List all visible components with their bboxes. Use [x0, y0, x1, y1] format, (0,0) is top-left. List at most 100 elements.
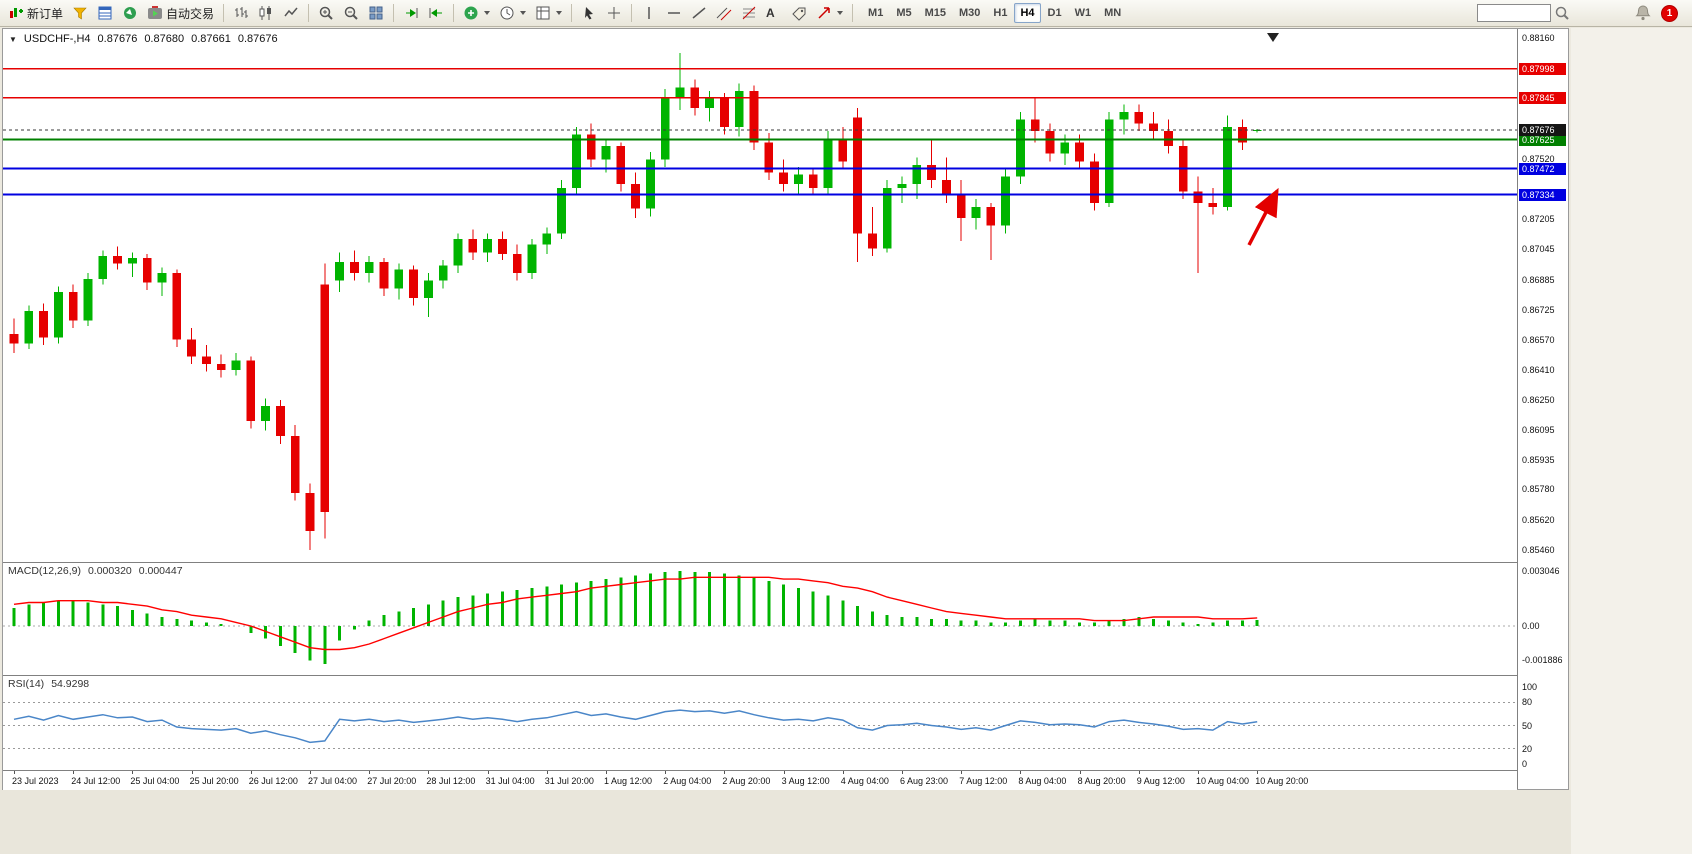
workspace-bottom-area: [0, 790, 1571, 854]
time-axis-label: 24 Jul 12:00: [71, 776, 121, 786]
timeframe-button-m1[interactable]: M1: [862, 3, 889, 23]
symbol-period-label: USDCHF-,H4: [23, 33, 91, 45]
bar-chart-button[interactable]: [229, 2, 253, 24]
channel-tool-button[interactable]: [712, 2, 736, 24]
time-axis-label: 27 Jul 20:00: [367, 776, 417, 786]
auto-scroll-icon: [403, 5, 419, 21]
cursor-icon: [581, 5, 597, 21]
ohlc-close: 0.87676: [237, 33, 278, 45]
timeframe-button-mn[interactable]: MN: [1098, 3, 1127, 23]
fibonacci-tool-button[interactable]: [737, 2, 761, 24]
indicators-dropdown-button[interactable]: [459, 2, 494, 24]
notifications-bell-icon[interactable]: [1634, 4, 1652, 22]
rsi-scale-label: 80: [1522, 697, 1533, 708]
time-axis-label: 6 Aug 23:00: [900, 776, 949, 786]
rsi-value: 54.9298: [51, 678, 90, 690]
time-axis-label: 9 Aug 12:00: [1136, 776, 1185, 786]
ohlc-high: 0.87680: [144, 33, 185, 45]
main-toolbar: 新订单 自动交易 A M1 M5 M15 M30 H1 H4 D1 W1 MN 1: [0, 0, 1692, 27]
pane-separator[interactable]: [3, 675, 1517, 676]
search-input[interactable]: [1477, 4, 1551, 22]
channel-icon: [716, 5, 732, 21]
new-order-button[interactable]: 新订单: [4, 2, 67, 24]
timeframe-button-h1[interactable]: H1: [987, 3, 1013, 23]
notification-badge[interactable]: 1: [1661, 5, 1678, 22]
timeframe-button-m5[interactable]: M5: [890, 3, 917, 23]
rsi-chart[interactable]: [3, 676, 1517, 769]
trendline-tool-button[interactable]: [687, 2, 711, 24]
search-icon[interactable]: [1554, 5, 1570, 21]
navigator-button[interactable]: [118, 2, 142, 24]
price-scale-label: 0.85620: [1522, 514, 1555, 525]
chart-shift-button[interactable]: [424, 2, 448, 24]
macd-scale-label: -0.001886: [1522, 655, 1563, 665]
price-scale[interactable]: 0.88160 0.87520 0.87205 0.87045 0.86885 0.867…: [1517, 29, 1568, 789]
text-tool-icon: A: [766, 6, 775, 20]
autotrading-button[interactable]: 自动交易: [143, 2, 218, 24]
periods-dropdown-button[interactable]: [495, 2, 530, 24]
hline-price-tag: 0.87998: [1519, 62, 1566, 75]
horizontal-line-tool-button[interactable]: [662, 2, 686, 24]
navigator-icon: [122, 5, 138, 21]
crosshair-button[interactable]: [602, 2, 626, 24]
tile-windows-icon: [368, 5, 384, 21]
time-axis[interactable]: 23 Jul 2023 24 Jul 12:00 25 Jul 04:00 25 Ju…: [3, 770, 1517, 790]
market-watch-button[interactable]: [68, 2, 92, 24]
price-scale-label: 0.88160: [1522, 33, 1555, 43]
time-axis-label: 3 Aug 12:00: [781, 776, 830, 786]
time-axis-tick: [842, 771, 844, 774]
new-order-label: 新订单: [27, 6, 64, 21]
time-axis-label: 31 Jul 04:00: [485, 776, 535, 786]
chevron-down-icon: [484, 11, 491, 15]
chart-title: ▼ USDCHF-,H4 0.87676 0.87680 0.87661 0.8…: [9, 33, 278, 45]
label-icon: [791, 5, 807, 21]
time-axis-tick: [665, 771, 667, 774]
macd-chart[interactable]: [3, 563, 1517, 675]
hline-price-tag: 0.87625: [1519, 133, 1566, 146]
macd-pane: MACD(12,26,9) 0.000320 0.000447: [3, 563, 1517, 675]
cursor-button[interactable]: [577, 2, 601, 24]
candlestick-icon: [258, 5, 274, 21]
pane-separator[interactable]: [3, 562, 1517, 563]
candlestick-chart-button[interactable]: [254, 2, 278, 24]
price-scale-label: 0.87205: [1522, 214, 1555, 225]
rsi-scale-label: 100: [1522, 682, 1538, 692]
rsi-scale-label: 0: [1522, 759, 1528, 769]
time-axis-tick: [902, 771, 903, 774]
arrows-tool-button[interactable]: [812, 2, 847, 24]
time-axis-label: 27 Jul 04:00: [308, 776, 358, 786]
one-click-trading-arrow[interactable]: ▼: [9, 34, 17, 44]
zoom-out-icon: [343, 5, 359, 21]
zoom-out-button[interactable]: [339, 2, 363, 24]
price-scale-label: 0.87045: [1522, 244, 1555, 255]
time-axis-label: 10 Aug 20:00: [1255, 776, 1309, 786]
chart-window: ▼ USDCHF-,H4 0.87676 0.87680 0.87661 0.8…: [2, 28, 1569, 790]
toolbar-separator: [453, 4, 455, 22]
line-chart-button[interactable]: [279, 2, 303, 24]
time-axis-tick: [1020, 771, 1022, 774]
candlestick-chart[interactable]: [3, 29, 1517, 562]
zoom-in-button[interactable]: [314, 2, 338, 24]
price-scale-label: 0.85935: [1522, 454, 1555, 465]
timeframe-button-h4[interactable]: H4: [1014, 3, 1041, 23]
rsi-scale-label: 20: [1522, 743, 1533, 754]
data-window-button[interactable]: [93, 2, 117, 24]
search-box: [1477, 4, 1570, 22]
templates-dropdown-button[interactable]: [531, 2, 566, 24]
rsi-header: RSI(14) 54.9298: [8, 678, 89, 690]
tile-windows-button[interactable]: [364, 2, 388, 24]
timeframe-button-m15[interactable]: M15: [919, 3, 952, 23]
timeframe-button-m30[interactable]: M30: [953, 3, 986, 23]
auto-scroll-button[interactable]: [399, 2, 423, 24]
time-axis-tick: [1257, 771, 1259, 774]
timeframe-button-d1[interactable]: D1: [1042, 3, 1068, 23]
time-axis-label: 1 Aug 12:00: [604, 776, 653, 786]
toolbar-separator: [223, 4, 225, 22]
price-scale-label: 0.86885: [1522, 274, 1555, 285]
label-tool-button[interactable]: [787, 2, 811, 24]
text-tool-button[interactable]: A: [762, 2, 786, 24]
timeframe-button-w1[interactable]: W1: [1069, 3, 1098, 23]
hline-price-tag: 0.87845: [1519, 91, 1566, 104]
vertical-line-tool-button[interactable]: [637, 2, 661, 24]
time-axis-tick: [428, 771, 430, 774]
